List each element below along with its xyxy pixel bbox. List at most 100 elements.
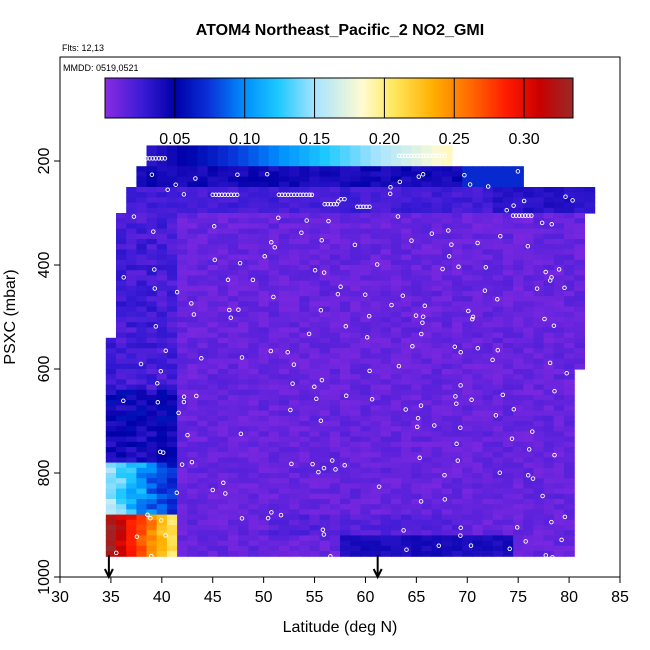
heatmap-cell (268, 421, 280, 427)
heatmap-cell (197, 389, 209, 396)
heatmap-cell (492, 551, 504, 557)
heatmap-cell (187, 343, 199, 349)
heatmap-cell (156, 254, 168, 261)
heatmap-cell (299, 202, 311, 209)
sample-point (436, 153, 442, 159)
heatmap-cell (452, 488, 463, 495)
heatmap-cell (126, 369, 137, 375)
heatmap-cell (482, 525, 494, 531)
heatmap-cell (258, 187, 270, 193)
heatmap-cell (380, 415, 392, 422)
sample-point (147, 156, 152, 161)
heatmap-cell (217, 415, 229, 422)
heatmap-cell (329, 493, 341, 500)
heatmap-cell (390, 150, 402, 157)
heatmap-cell (289, 275, 300, 282)
sample-point (564, 370, 569, 376)
heatmap-cell (166, 145, 178, 152)
heatmap-cell (462, 213, 473, 219)
heatmap-cell (441, 249, 453, 256)
heatmap-cell (472, 358, 484, 365)
heatmap-cell (116, 462, 127, 469)
heatmap-cell (177, 285, 188, 292)
heatmap-cell (380, 395, 392, 401)
heatmap-cell (105, 535, 117, 542)
heatmap-cell (146, 176, 158, 183)
heatmap-cell (278, 353, 290, 360)
heatmap-cell (340, 353, 351, 360)
heatmap-cell (238, 348, 249, 354)
heatmap-cell (533, 504, 545, 510)
heatmap-cell (329, 291, 341, 297)
heatmap-cell (564, 202, 575, 209)
heatmap-cell (105, 400, 117, 406)
heatmap-cell (360, 150, 372, 157)
heatmap-cell (533, 322, 545, 328)
heatmap-cell (228, 488, 239, 495)
heatmap-cell (380, 363, 392, 370)
heatmap-cell (543, 192, 555, 198)
heatmap-cell (513, 306, 524, 313)
heatmap-cell (533, 197, 545, 204)
heatmap-cell (258, 384, 270, 391)
heatmap-cell (329, 150, 341, 157)
y-tick-label: 1000 (36, 559, 53, 595)
sample-point (157, 449, 163, 455)
heatmap-cell (513, 249, 524, 256)
heatmap-cell (146, 327, 158, 334)
heatmap-cell (248, 187, 260, 193)
heatmap-cell (146, 207, 158, 214)
heatmap-cell (329, 540, 341, 547)
heatmap-cell (411, 467, 423, 474)
heatmap-cell (207, 436, 219, 443)
heatmap-cell (543, 447, 555, 453)
heatmap-cell (136, 488, 148, 495)
heatmap-cell (248, 415, 260, 422)
sample-point (213, 192, 219, 198)
heatmap-cell (564, 337, 575, 344)
heatmap-cell (482, 457, 494, 464)
sample-point (473, 568, 479, 573)
heatmap-cell (105, 405, 117, 412)
heatmap-cell (166, 379, 178, 386)
x-tick-label: 40 (153, 589, 171, 606)
heatmap-cell (553, 400, 565, 406)
heatmap-cell (380, 452, 392, 458)
heatmap-cell (217, 181, 229, 188)
heatmap-cell (156, 436, 168, 443)
heatmap-cell (360, 270, 372, 276)
heatmap-cell (329, 426, 341, 432)
heatmap-cell (380, 223, 392, 230)
heatmap-cell (401, 150, 412, 157)
heatmap-cell (513, 395, 524, 401)
heatmap-cell (299, 239, 311, 245)
heatmap-cell (350, 187, 361, 193)
heatmap-cell (228, 530, 239, 536)
heatmap-cell (390, 306, 402, 313)
heatmap-cell (319, 327, 331, 334)
heatmap-cell (319, 233, 331, 240)
heatmap-cell (543, 337, 555, 344)
heatmap-cell (299, 504, 311, 510)
heatmap-cell (543, 384, 555, 391)
heatmap-cell (309, 192, 321, 198)
heatmap-cell (390, 410, 402, 417)
heatmap-cell (370, 239, 382, 245)
heatmap-cell (513, 452, 524, 458)
heatmap-cell (268, 551, 280, 557)
sample-point (272, 245, 277, 250)
heatmap-cell (299, 530, 311, 536)
heatmap-cell (248, 213, 260, 219)
heatmap-cell (502, 171, 514, 178)
heatmap-cell (380, 291, 392, 297)
heatmap-cell (238, 519, 249, 526)
heatmap-cell (289, 514, 300, 521)
heatmap-cell (370, 353, 382, 360)
heatmap-cell (421, 457, 433, 464)
heatmap-cell (156, 337, 168, 344)
heatmap-cell (207, 249, 219, 256)
heatmap-cell (533, 478, 545, 484)
heatmap-cell (411, 379, 423, 386)
heatmap-cell (309, 488, 321, 495)
